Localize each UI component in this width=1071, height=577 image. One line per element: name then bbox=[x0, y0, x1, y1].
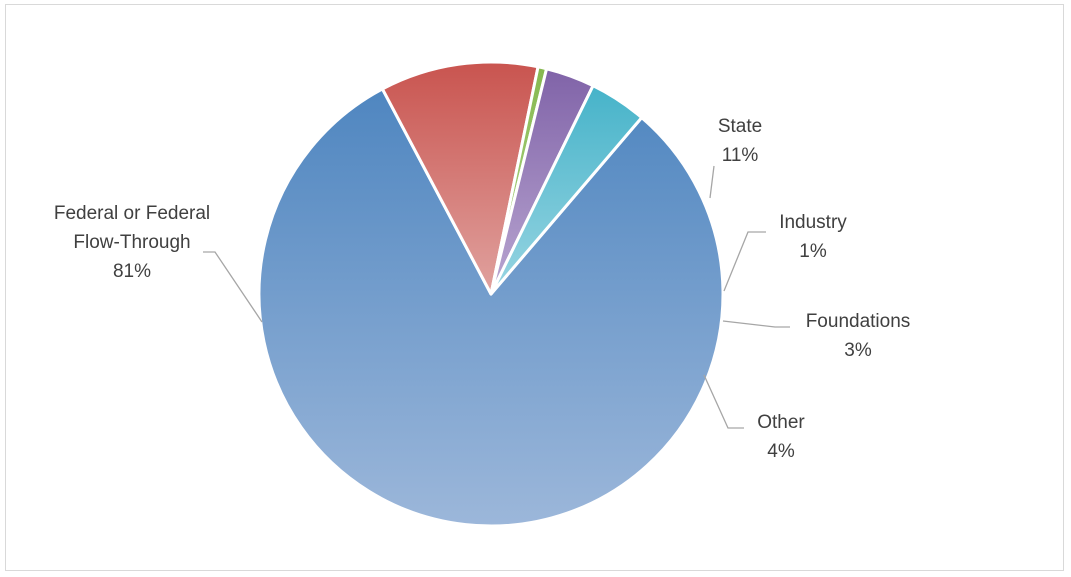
leader-line bbox=[723, 231, 766, 292]
leader-line bbox=[709, 165, 715, 199]
data-label: Federal or Federal Flow-Through 81% bbox=[54, 203, 210, 282]
data-label-category: Foundations bbox=[806, 311, 911, 332]
data-label: Other 4% bbox=[757, 412, 805, 462]
data-label: Foundations 3% bbox=[806, 311, 911, 361]
data-label-category: Flow-Through bbox=[73, 232, 190, 253]
leader-line bbox=[722, 320, 790, 328]
data-label-percent: 11% bbox=[722, 145, 759, 166]
data-label-category: Industry bbox=[779, 212, 847, 233]
data-label-category: Federal or Federal bbox=[54, 203, 210, 224]
data-label-percent: 1% bbox=[799, 241, 827, 262]
pie-slice-state bbox=[380, 60, 540, 296]
data-label-percent: 3% bbox=[844, 340, 872, 361]
leader-line bbox=[703, 374, 744, 429]
pie-slice-other bbox=[489, 84, 644, 296]
leader-line bbox=[203, 251, 263, 323]
data-label: State 11% bbox=[718, 116, 762, 166]
data-label-percent: 81% bbox=[113, 261, 151, 282]
data-label-category: Other bbox=[757, 412, 805, 433]
data-label-category: State bbox=[718, 116, 762, 137]
pie-slice-federal-or-federal-flow-through bbox=[257, 87, 725, 528]
data-label-percent: 4% bbox=[767, 441, 795, 462]
data-label: Industry 1% bbox=[779, 212, 847, 262]
